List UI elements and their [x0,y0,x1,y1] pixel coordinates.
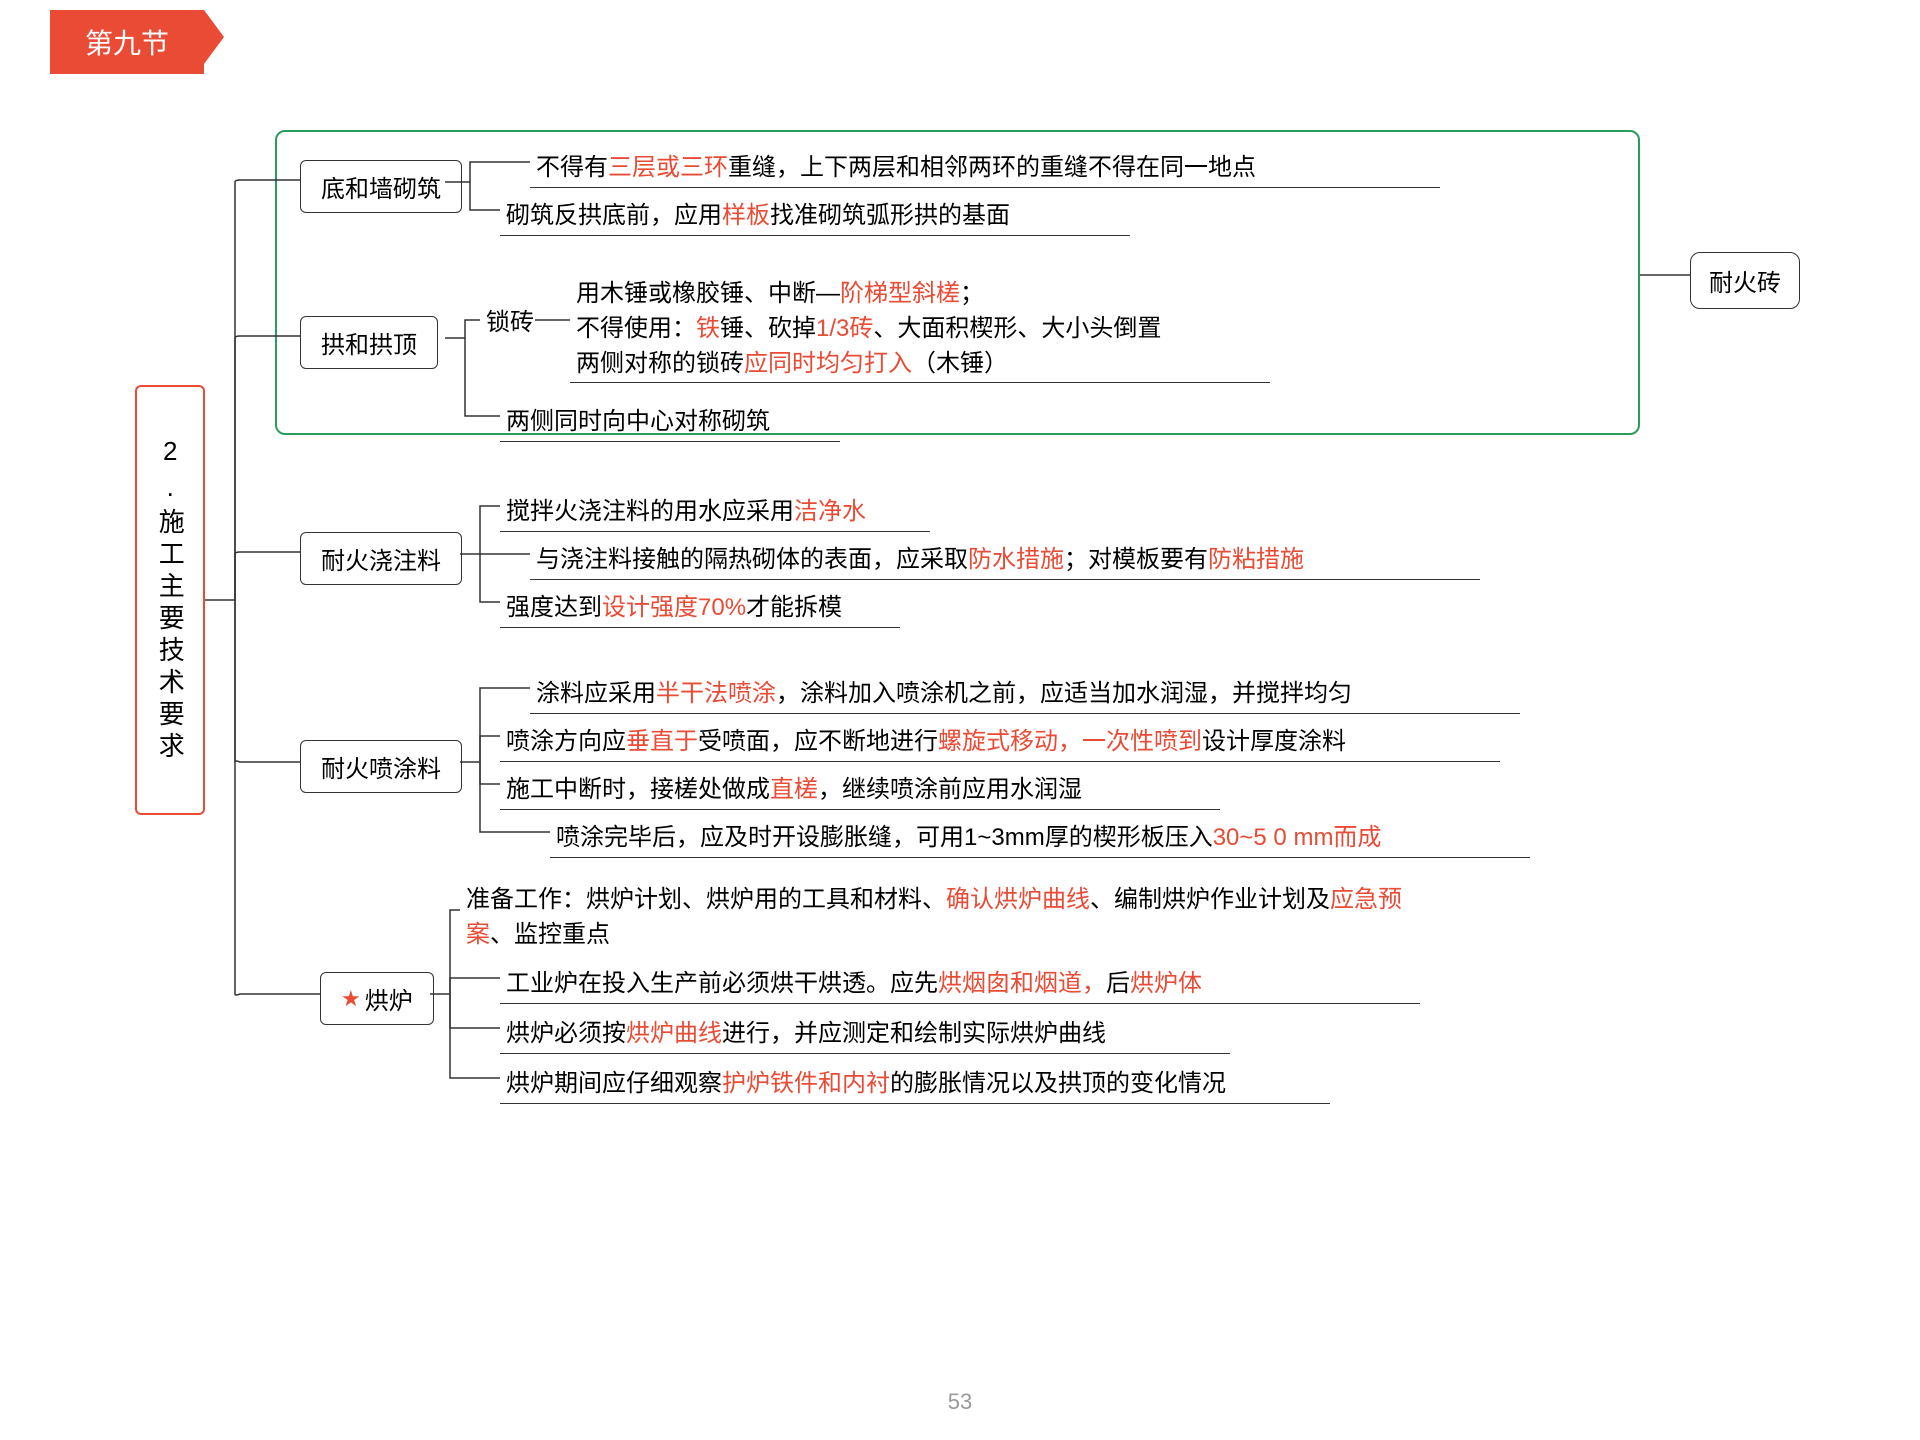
star-icon: ★ [341,986,361,1012]
leaf-11: 喷涂方向应垂直于受喷面，应不断地进行螺旋式移动，一次性喷到设计厚度涂料 [500,718,1500,762]
leaf-14: 准备工作：烘炉计划、烘炉用的工具和材料、确认烘炉曲线、编制烘炉作业计划及应急预案… [460,880,1440,956]
lock-brick-label: 锁砖 [480,303,540,344]
root-node: 2.施工主要技术要求 [135,385,205,815]
node-oven-label: 烘炉 [365,981,413,1016]
leaf-2: 砌筑反拱底前，应用样板找准砌筑弧形拱的基面 [500,192,1130,236]
leaf-10: 涂料应采用半干法喷涂，涂料加入喷涂机之前，应适当加水润湿，并搅拌均匀 [530,670,1520,714]
node-oven: ★烘炉 [320,972,434,1025]
leaf-15: 工业炉在投入生产前必须烘干烘透。应先烘烟囱和烟道，后烘炉体 [500,960,1420,1004]
callout-refractory-brick: 耐火砖 [1690,252,1800,309]
node-arch: 拱和拱顶 [300,316,438,369]
leaf-8: 与浇注料接触的隔热砌体的表面，应采取防水措施；对模板要有防粘措施 [530,536,1480,580]
node-castable: 耐火浇注料 [300,532,462,585]
section-header: 第九节 [50,10,204,74]
leaf-16: 烘炉必须按烘炉曲线进行，并应测定和绘制实际烘炉曲线 [500,1010,1230,1054]
node-spray: 耐火喷涂料 [300,740,462,793]
leaf-7: 搅拌火浇注料的用水应采用洁净水 [500,488,930,532]
leaf-1: 不得有三层或三环重缝，上下两层和相邻两环的重缝不得在同一地点 [530,144,1440,188]
leaf-3-5: 用木锤或橡胶锤、中断—阶梯型斜槎； 不得使用：铁锤、砍掉1/3砖、大面积楔形、大… [570,270,1270,383]
leaf-12: 施工中断时，接槎处做成直槎，继续喷涂前应用水润湿 [500,766,1220,810]
page-number: 53 [948,1389,972,1415]
leaf-17: 烘炉期间应仔细观察护炉铁件和内衬的膨胀情况以及拱顶的变化情况 [500,1060,1330,1104]
leaf-13: 喷涂完毕后，应及时开设膨胀缝，可用1~3mm厚的楔形板压入30~5 0 mm而成 [550,814,1530,858]
node-bottom-wall: 底和墙砌筑 [300,160,462,213]
leaf-6: 两侧同时向中心对称砌筑 [500,398,840,442]
leaf-9: 强度达到设计强度70%才能拆模 [500,584,900,628]
